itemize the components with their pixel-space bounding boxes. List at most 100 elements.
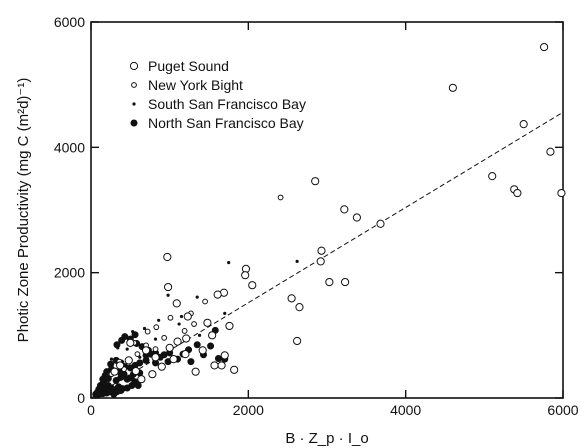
- y-tick-label: 0: [77, 390, 85, 406]
- data-point-puget-sound: [316, 257, 325, 266]
- data-point-puget-sound: [208, 331, 217, 340]
- data-point-puget-sound: [148, 370, 157, 379]
- x-tick-label: 6000: [547, 402, 578, 418]
- data-point-north-san-francisco-bay: [118, 336, 126, 344]
- data-point-south-san-francisco-bay: [195, 295, 199, 299]
- data-point-puget-sound: [546, 147, 555, 156]
- data-point-puget-sound: [172, 299, 181, 308]
- data-point-north-san-francisco-bay: [214, 355, 222, 363]
- data-point-south-san-francisco-bay: [131, 329, 135, 334]
- legend-label-puget-sound: Puget Sound: [148, 58, 229, 74]
- data-point-puget-sound: [295, 303, 304, 312]
- legend-marker-south-san-francisco-bay: [132, 102, 136, 106]
- data-point-new-york-bight: [191, 321, 197, 327]
- data-point-puget-sound: [203, 318, 212, 327]
- data-point-puget-sound: [220, 351, 229, 360]
- data-point-south-san-francisco-bay: [116, 346, 120, 350]
- x-axis-label: B · Z_p · I_o: [285, 430, 368, 447]
- data-point-puget-sound: [519, 120, 528, 129]
- data-point-puget-sound: [293, 336, 302, 346]
- data-point-puget-sound: [131, 366, 140, 376]
- data-point-puget-sound: [311, 177, 320, 186]
- data-point-south-san-francisco-bay: [197, 333, 202, 337]
- legend-label-south-san-francisco-bay: South San Francisco Bay: [148, 96, 306, 112]
- data-point-south-san-francisco-bay: [142, 326, 147, 331]
- data-point-puget-sound: [230, 365, 239, 374]
- data-point-north-san-francisco-bay: [117, 386, 125, 394]
- data-point-north-san-francisco-bay: [100, 378, 108, 386]
- data-point-new-york-bight: [134, 351, 141, 358]
- y-tick-label: 6000: [54, 14, 85, 30]
- data-point-south-san-francisco-bay: [177, 322, 181, 326]
- legend-label-north-san-francisco-bay: North San Francisco Bay: [148, 115, 304, 131]
- data-point-south-san-francisco-bay: [166, 293, 170, 297]
- data-point-puget-sound: [340, 277, 350, 287]
- data-point-puget-sound: [210, 361, 219, 370]
- data-point-puget-sound: [165, 343, 174, 352]
- data-point-puget-sound: [557, 188, 566, 198]
- data-points: [92, 42, 566, 398]
- axis-ticks: 0 2000 4000 6000 0 2000 4000 6000: [54, 14, 579, 418]
- data-point-puget-sound: [181, 350, 190, 359]
- data-point-puget-sound: [248, 281, 257, 290]
- data-point-puget-sound: [540, 42, 549, 52]
- data-point-puget-sound: [198, 346, 207, 355]
- y-axis-label: Photic Zone Productivity (mg C (m²d)⁻¹): [15, 78, 32, 343]
- legend-marker-north-san-francisco-bay: [130, 119, 138, 127]
- y-tick-label: 2000: [54, 265, 85, 281]
- data-point-puget-sound: [340, 205, 349, 214]
- data-point-puget-sound: [124, 356, 133, 365]
- data-point-puget-sound: [325, 277, 334, 287]
- data-point-south-san-francisco-bay: [125, 347, 129, 351]
- data-point-north-san-francisco-bay: [187, 358, 195, 366]
- legend-marker-new-york-bight: [131, 82, 137, 88]
- x-tick-label: 4000: [390, 402, 421, 418]
- data-point-south-san-francisco-bay: [153, 337, 158, 341]
- data-point-new-york-bight: [277, 194, 284, 201]
- data-point-puget-sound: [513, 188, 522, 198]
- data-point-puget-sound: [287, 294, 296, 303]
- data-point-puget-sound: [163, 282, 173, 292]
- data-point-south-san-francisco-bay: [223, 311, 227, 315]
- data-point-puget-sound: [137, 375, 146, 384]
- data-point-puget-sound: [110, 367, 119, 376]
- data-point-north-san-francisco-bay: [131, 331, 139, 339]
- data-point-new-york-bight: [202, 298, 208, 305]
- data-point-puget-sound: [352, 213, 361, 222]
- legend-label-new-york-bight: New York Bight: [148, 77, 243, 93]
- data-point-north-san-francisco-bay: [193, 341, 201, 349]
- data-point-south-san-francisco-bay: [295, 259, 299, 263]
- data-point-puget-sound: [241, 271, 250, 280]
- data-point-north-san-francisco-bay: [207, 342, 215, 350]
- data-point-new-york-bight: [144, 328, 151, 335]
- data-point-south-san-francisco-bay: [109, 357, 114, 361]
- plot-border: [90, 21, 564, 399]
- legend-marker-puget-sound: [129, 61, 139, 71]
- data-point-north-san-francisco-bay: [134, 381, 142, 389]
- data-point-south-san-francisco-bay: [179, 314, 184, 319]
- data-point-puget-sound: [376, 219, 385, 228]
- data-point-new-york-bight: [161, 334, 168, 341]
- data-point-puget-sound: [151, 353, 160, 362]
- data-point-puget-sound: [169, 355, 178, 364]
- data-point-puget-sound: [317, 246, 326, 255]
- data-point-puget-sound: [217, 361, 226, 370]
- x-tick-label: 2000: [233, 402, 264, 418]
- data-point-puget-sound: [163, 252, 172, 262]
- data-point-new-york-bight: [167, 314, 174, 321]
- data-point-puget-sound: [448, 83, 457, 92]
- data-point-puget-sound: [157, 362, 166, 371]
- plot-area: [90, 21, 564, 399]
- data-point-puget-sound: [225, 321, 234, 331]
- data-point-south-san-francisco-bay: [227, 261, 231, 265]
- data-point-south-san-francisco-bay: [157, 318, 161, 322]
- data-point-puget-sound: [213, 290, 222, 299]
- data-point-puget-sound: [183, 312, 192, 321]
- data-point-puget-sound: [182, 334, 191, 343]
- x-tick-label: 0: [87, 402, 95, 418]
- data-point-new-york-bight: [181, 328, 188, 334]
- data-point-new-york-bight: [152, 346, 159, 353]
- data-point-puget-sound: [141, 346, 151, 355]
- data-point-puget-sound: [173, 337, 182, 346]
